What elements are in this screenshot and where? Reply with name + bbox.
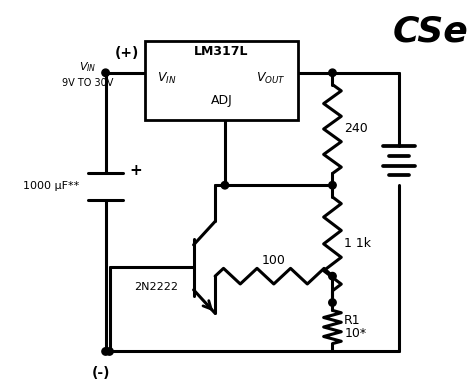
Text: (-): (-) — [91, 366, 110, 380]
Text: 2N2222: 2N2222 — [135, 282, 178, 292]
Text: R1: R1 — [344, 314, 361, 327]
Circle shape — [221, 181, 228, 189]
Circle shape — [102, 69, 109, 76]
Circle shape — [102, 348, 109, 355]
Text: +: + — [129, 163, 142, 178]
Circle shape — [329, 69, 336, 76]
Text: (+): (+) — [115, 46, 139, 60]
Text: 1000 μF**: 1000 μF** — [23, 181, 79, 191]
Text: $V_{OUT}$: $V_{OUT}$ — [256, 71, 286, 86]
Text: 100: 100 — [262, 254, 286, 267]
Text: $V_{IN}$: $V_{IN}$ — [157, 71, 177, 86]
Circle shape — [329, 299, 336, 306]
Text: 9V TO 30V: 9V TO 30V — [62, 78, 114, 87]
Text: 1 1k: 1 1k — [344, 238, 371, 250]
Circle shape — [329, 273, 336, 280]
Text: 10*: 10* — [344, 327, 366, 340]
Bar — [145, 41, 298, 120]
Text: ADJ: ADJ — [210, 94, 232, 106]
Circle shape — [106, 348, 113, 355]
Text: 240: 240 — [344, 122, 368, 135]
Circle shape — [329, 181, 336, 189]
Text: LM317L: LM317L — [194, 45, 249, 58]
Text: $V_{IN}$: $V_{IN}$ — [79, 60, 97, 74]
Text: CSe: CSe — [392, 15, 468, 49]
